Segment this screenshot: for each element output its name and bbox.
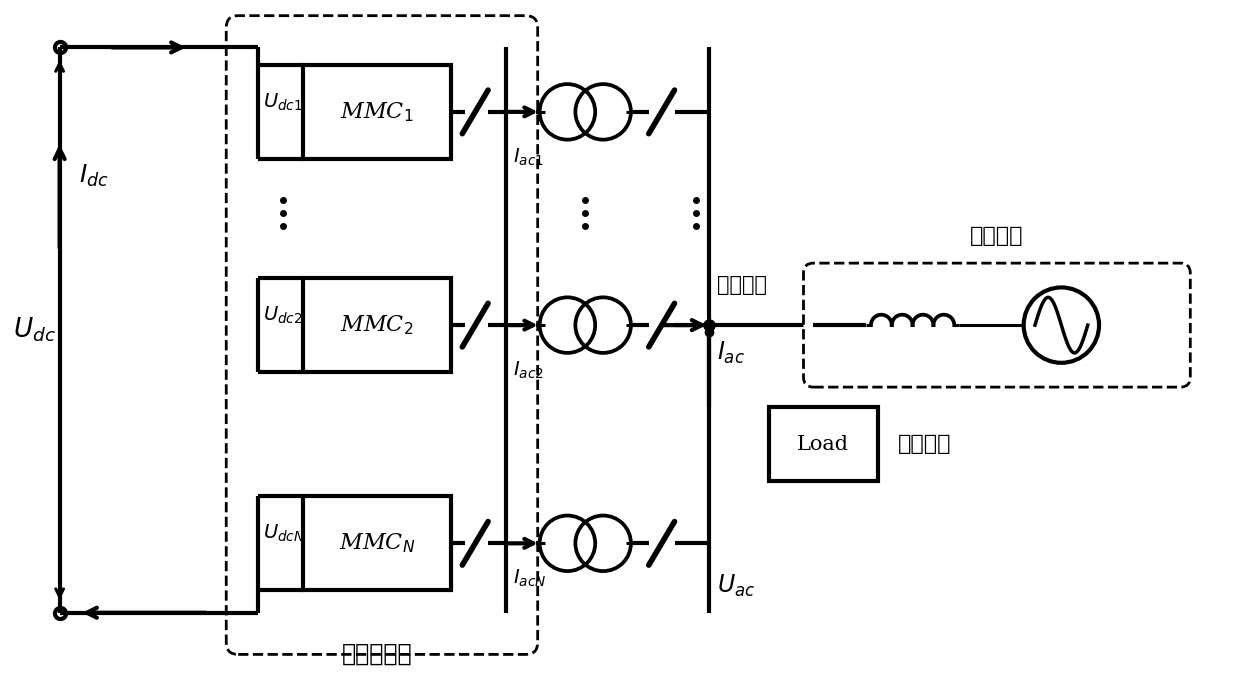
Text: $I_{dc}$: $I_{dc}$ bbox=[79, 163, 109, 190]
Text: MMC$_N$: MMC$_N$ bbox=[339, 532, 415, 555]
Text: $I_{ac1}$: $I_{ac1}$ bbox=[513, 147, 544, 168]
Text: $I_{acN}$: $I_{acN}$ bbox=[513, 568, 547, 590]
Text: Load: Load bbox=[797, 435, 849, 454]
FancyBboxPatch shape bbox=[769, 407, 878, 481]
Text: 选择开关: 选择开关 bbox=[717, 275, 768, 295]
FancyBboxPatch shape bbox=[303, 65, 451, 159]
Text: $U_{dc1}$: $U_{dc1}$ bbox=[263, 91, 303, 113]
Text: MMC$_1$: MMC$_1$ bbox=[340, 100, 414, 124]
FancyBboxPatch shape bbox=[303, 278, 451, 372]
Text: MMC$_2$: MMC$_2$ bbox=[340, 313, 414, 337]
Text: $I_{ac}$: $I_{ac}$ bbox=[717, 340, 745, 367]
Text: $U_{dc2}$: $U_{dc2}$ bbox=[263, 305, 303, 326]
Text: $U_{ac}$: $U_{ac}$ bbox=[717, 573, 755, 599]
Text: 无源系统: 无源系统 bbox=[898, 434, 951, 454]
Text: $U_{dcN}$: $U_{dcN}$ bbox=[263, 523, 305, 544]
Text: 交流系统: 交流系统 bbox=[970, 226, 1024, 245]
Text: 组合换流器: 组合换流器 bbox=[342, 641, 413, 665]
Text: $I_{ac2}$: $I_{ac2}$ bbox=[513, 360, 544, 381]
FancyBboxPatch shape bbox=[303, 496, 451, 590]
FancyBboxPatch shape bbox=[804, 263, 1190, 387]
Text: $U_{dc}$: $U_{dc}$ bbox=[12, 316, 56, 344]
